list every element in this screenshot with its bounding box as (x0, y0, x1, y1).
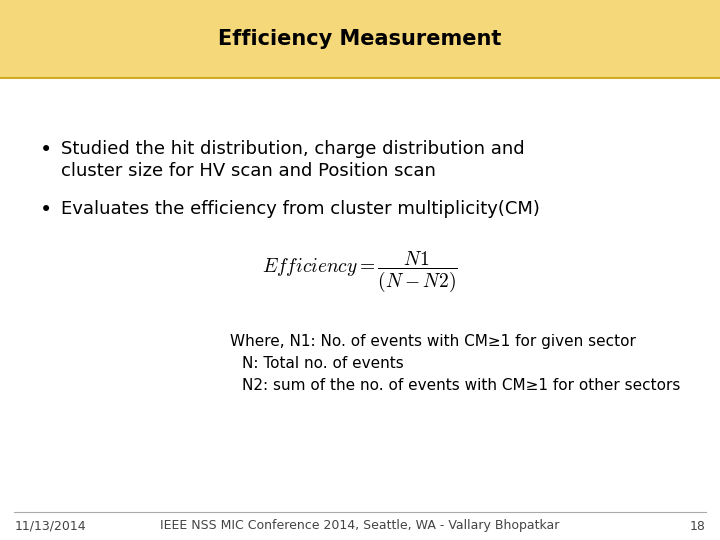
Text: Evaluates the efficiency from cluster multiplicity(CM): Evaluates the efficiency from cluster mu… (61, 200, 540, 218)
Text: 11/13/2014: 11/13/2014 (14, 519, 86, 532)
Text: 18: 18 (690, 519, 706, 532)
Text: N2: sum of the no. of events with CM≥1 for other sectors: N2: sum of the no. of events with CM≥1 f… (243, 378, 681, 393)
Text: cluster size for HV scan and Position scan: cluster size for HV scan and Position sc… (61, 162, 436, 180)
Text: •: • (40, 200, 52, 220)
Bar (0, 0, 720, 78)
Text: IEEE NSS MIC Conference 2014, Seattle, WA - Vallary Bhopatkar: IEEE NSS MIC Conference 2014, Seattle, W… (161, 519, 559, 532)
Text: Efficiency Measurement: Efficiency Measurement (218, 29, 502, 49)
Text: Where, N1: No. of events with CM≥1 for given sector: Where, N1: No. of events with CM≥1 for g… (230, 334, 636, 349)
Text: $\mathit{Efficiency} = \dfrac{N1}{(N - N2)}$: $\mathit{Efficiency} = \dfrac{N1}{(N - N… (262, 250, 458, 294)
Text: •: • (40, 140, 52, 160)
Text: N: Total no. of events: N: Total no. of events (243, 356, 404, 371)
Text: Studied the hit distribution, charge distribution and: Studied the hit distribution, charge dis… (61, 140, 525, 158)
